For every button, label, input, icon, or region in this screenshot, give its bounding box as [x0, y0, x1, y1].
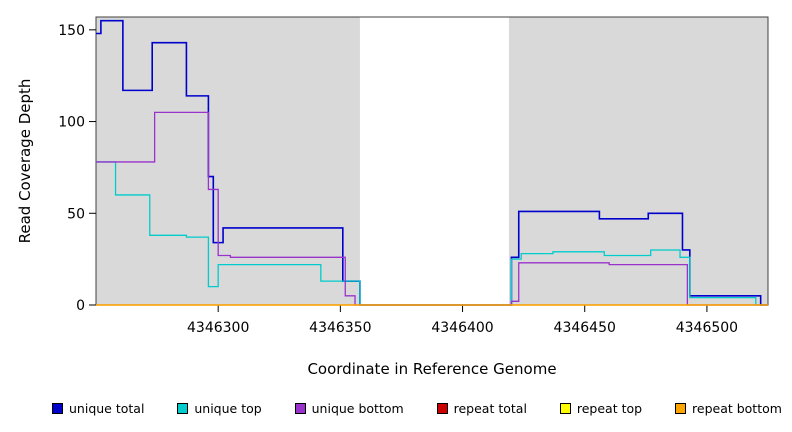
x-tick-label: 4346500: [676, 320, 738, 336]
x-tick-label: 4346450: [554, 320, 616, 336]
legend-swatch-repeat-top: [559, 403, 571, 414]
x-tick-label: 4346400: [431, 320, 493, 336]
legend-item-repeat-total: repeat total: [436, 401, 527, 416]
series-line-unique-bottom: [96, 111, 768, 306]
legend-swatch-unique-top: [177, 403, 189, 414]
series-line-unique-top: [96, 161, 768, 306]
x-tick-label: 4346350: [309, 320, 371, 336]
legend-swatch-unique-bottom: [294, 403, 306, 414]
legend-swatch-repeat-bottom: [675, 403, 687, 414]
y-tick-label: 100: [58, 115, 85, 131]
legend-item-unique-bottom: unique bottom: [294, 401, 404, 416]
legend-label-repeat-bottom: repeat bottom: [692, 401, 782, 416]
background-region: [96, 17, 360, 305]
plot-svg: 0 50 100 150 4346300 4346350 4346400 4346450 434…: [58, 16, 769, 336]
x-axis-label: Coordinate in Reference Genome: [307, 360, 557, 378]
y-tick-label: 50: [67, 206, 85, 222]
y-tick-label: 150: [58, 23, 85, 39]
legend-label-repeat-top: repeat top: [576, 401, 643, 416]
legend-swatch-repeat-total: [436, 403, 448, 414]
legend-item-unique-total: unique total: [52, 401, 144, 416]
legend-label-unique-top: unique top: [194, 401, 262, 416]
legend-label-unique-bottom: unique bottom: [311, 401, 404, 416]
background-region: [508, 17, 768, 305]
legend-item-repeat-bottom: repeat bottom: [675, 401, 782, 416]
x-tick-label: 4346300: [187, 320, 249, 336]
legend-swatch-unique-total: [52, 403, 63, 414]
legend-label-unique-total: unique total: [69, 401, 145, 416]
y-tick-label: 0: [76, 298, 85, 314]
y-axis-label: Read Coverage Depth: [16, 78, 34, 244]
legend-label-repeat-total: repeat total: [453, 401, 527, 416]
legend-item-unique-top: unique top: [177, 401, 262, 416]
legend-item-repeat-top: repeat top: [559, 401, 643, 416]
legend: unique total unique top unique bottom repea…: [52, 401, 782, 416]
